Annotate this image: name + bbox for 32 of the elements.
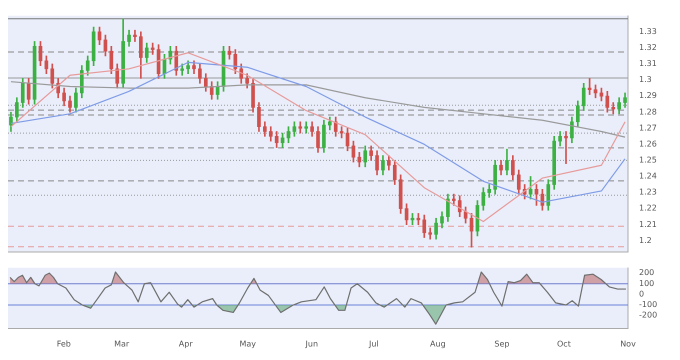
y-tick-label: 1.29: [639, 91, 657, 100]
y-tick-label: 1.21: [639, 220, 657, 229]
candlestick: [410, 213, 414, 226]
y-tick-label: 1.32: [639, 43, 657, 52]
x-tick-label: Sep: [494, 339, 510, 348]
y-tick-label: 200: [639, 268, 654, 278]
y-tick-label: 1.25: [639, 155, 657, 164]
y-tick-label: 1.31: [639, 59, 657, 68]
y-tick-label: 1.23: [639, 188, 657, 197]
x-tick-label: Aug: [430, 339, 446, 348]
y-tick-label: 0: [639, 289, 644, 298]
x-tick-label: Nov: [620, 339, 636, 348]
x-tick-label: Jul: [368, 339, 379, 348]
y-tick-label: 1.26: [639, 139, 657, 148]
x-tick-label: Oct: [557, 339, 571, 348]
x-tick-label: Jun: [304, 339, 318, 348]
y-tick-label: 1.24: [639, 172, 657, 181]
y-tick-label: 1.33: [639, 26, 657, 36]
y-tick-label: 1.28: [639, 107, 657, 116]
x-tick-label: Apr: [178, 339, 194, 348]
candlestick: [133, 30, 137, 42]
y-tick-label: 1.3: [639, 75, 652, 84]
y-tick-label: 1.27: [639, 123, 657, 132]
y-tick-label: 1.22: [639, 204, 657, 213]
x-tick-label: Feb: [56, 339, 71, 348]
x-tick-label: Mar: [114, 339, 130, 348]
candlestick: [564, 131, 568, 164]
y-tick-label: 1.2: [639, 236, 652, 245]
y-tick-label: -200: [639, 310, 658, 320]
y-tick-label: -100: [639, 300, 658, 310]
y-tick-label: 100: [639, 278, 654, 288]
x-tick-label: May: [239, 339, 256, 348]
